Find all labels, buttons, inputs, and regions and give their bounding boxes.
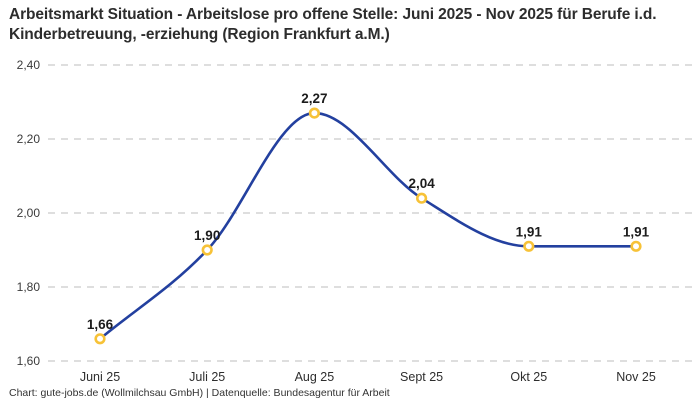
chart-credit-source: Chart: gute-jobs.de (Wollmilchsau GmbH) …: [9, 387, 390, 399]
x-tick-label: Juli 25: [189, 370, 225, 384]
y-tick-label: 1,80: [17, 280, 41, 294]
y-tick-label: 1,60: [17, 354, 41, 368]
data-point-value-label: 2,04: [408, 176, 435, 191]
x-tick-label: Sept 25: [400, 370, 443, 384]
x-tick-label: Juni 25: [80, 370, 120, 384]
data-point-value-label: 1,91: [516, 224, 543, 239]
chart-title: Arbeitsmarkt Situation - Arbeitslose pro…: [9, 6, 657, 44]
y-tick-label: 2,00: [17, 206, 41, 220]
x-tick-label: Aug 25: [295, 370, 335, 384]
data-point-marker: [630, 240, 642, 252]
data-series-line: [98, 111, 638, 341]
data-point-value-label: 2,27: [301, 91, 327, 106]
y-tick-label: 2,20: [17, 132, 41, 146]
data-point-marker: [201, 244, 213, 256]
data-point-value-label: 1,91: [623, 224, 650, 239]
data-point-value-label: 1,90: [194, 228, 220, 243]
data-point-marker: [94, 333, 106, 345]
data-point-marker: [308, 107, 321, 119]
x-tick-label: Nov 25: [616, 370, 656, 384]
data-point-marker: [416, 192, 428, 204]
x-tick-label: Okt 25: [510, 370, 547, 384]
data-point-value-label: 1,66: [87, 317, 114, 332]
data-point-marker: [523, 240, 535, 252]
y-tick-label: 2,40: [17, 58, 41, 72]
